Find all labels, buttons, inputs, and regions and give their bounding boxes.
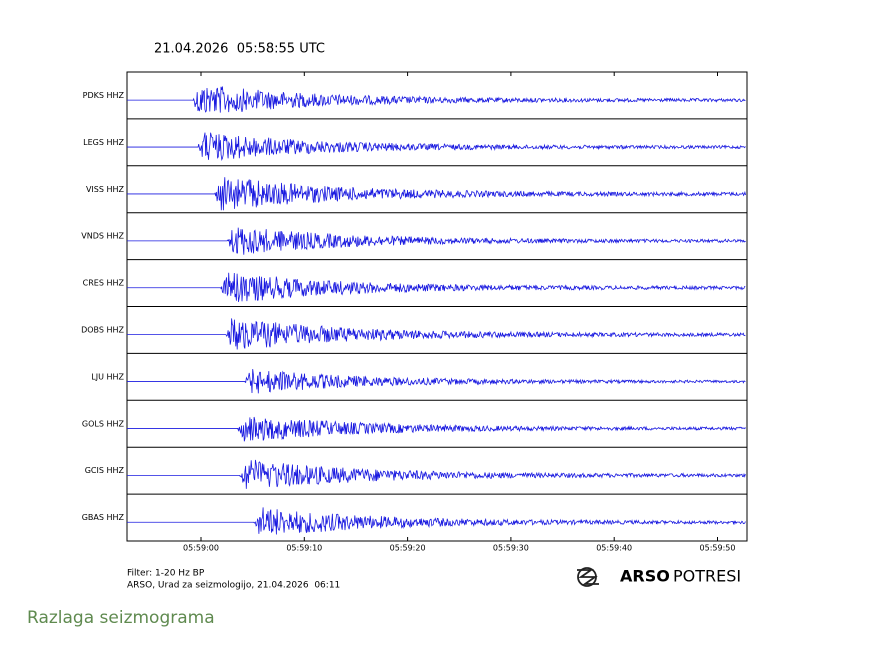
title: 21.04.2026 05:58:55 UTC xyxy=(154,42,325,57)
station-label: VNDS HHZ xyxy=(81,232,124,241)
credit-note: ARSO, Urad za seizmologijo, 21.04.2026 0… xyxy=(127,581,340,591)
station-label: DOBS HHZ xyxy=(81,325,124,334)
waveform xyxy=(127,369,746,394)
time-tick-label: 05:59:10 xyxy=(286,544,322,553)
plot: PDKS HHZ LEGS HHZ VISS HHZ VNDS HHZ CRES HHZ… xyxy=(81,71,748,553)
waveform xyxy=(127,272,746,302)
waveform xyxy=(127,177,746,211)
time-tick-label: 05:59:50 xyxy=(700,544,736,553)
filter-note: Filter: 1-20 Hz BP xyxy=(127,569,205,579)
waveform xyxy=(127,86,746,113)
station-label: PDKS HHZ xyxy=(83,91,125,100)
waveform xyxy=(127,459,746,489)
station-label: GOLS HHZ xyxy=(82,419,125,428)
station-label: LEGS HHZ xyxy=(83,138,124,147)
waveform xyxy=(127,507,746,535)
station-label: CRES HHZ xyxy=(83,279,125,288)
waveform xyxy=(127,318,746,350)
time-tick-label: 05:59:20 xyxy=(390,544,426,553)
waveform xyxy=(127,416,746,442)
logo-bold: ARSO xyxy=(620,567,670,586)
logo-light: POTRESI xyxy=(673,567,741,586)
logo: ARSO POTRESI xyxy=(577,567,741,587)
logo-icon xyxy=(577,567,599,587)
station-label: LJU HHZ xyxy=(91,372,124,381)
station-label: GBAS HHZ xyxy=(82,513,125,522)
time-tick-label: 05:59:00 xyxy=(183,544,219,553)
waveform xyxy=(127,227,746,255)
station-label: VISS HHZ xyxy=(86,185,125,194)
caption-link[interactable]: Razlaga seizmograma xyxy=(27,608,215,628)
station-label: GCIS HHZ xyxy=(85,466,125,475)
time-tick-label: 05:59:40 xyxy=(596,544,632,553)
time-tick-label: 05:59:30 xyxy=(493,544,529,553)
waveform xyxy=(127,132,746,161)
